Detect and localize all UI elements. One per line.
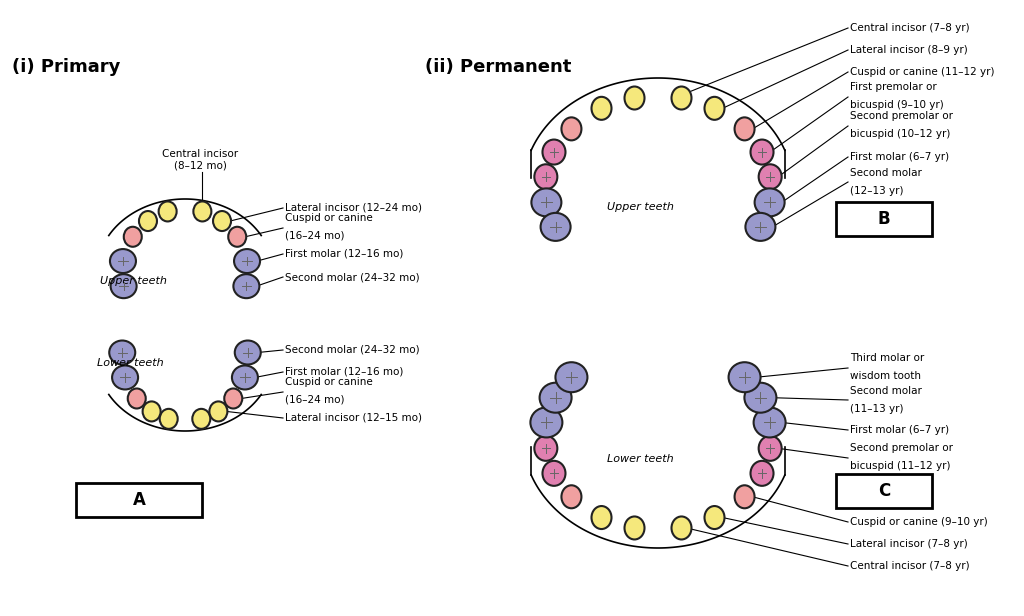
Text: Second molar: Second molar — [850, 168, 922, 178]
Ellipse shape — [540, 383, 571, 413]
Text: Lateral incisor (12–15 mo): Lateral incisor (12–15 mo) — [285, 413, 422, 423]
Ellipse shape — [728, 362, 761, 392]
Ellipse shape — [110, 341, 135, 365]
Text: Cuspid or canine (9–10 yr): Cuspid or canine (9–10 yr) — [850, 517, 988, 527]
Text: wisdom tooth: wisdom tooth — [850, 371, 921, 381]
Ellipse shape — [744, 383, 776, 413]
Ellipse shape — [705, 97, 725, 120]
Text: Third molar or: Third molar or — [850, 353, 925, 363]
Ellipse shape — [555, 362, 588, 392]
Ellipse shape — [530, 407, 562, 437]
FancyBboxPatch shape — [76, 483, 202, 517]
Text: (8–12 mo): (8–12 mo) — [174, 161, 226, 171]
Ellipse shape — [561, 485, 582, 508]
Ellipse shape — [543, 461, 565, 486]
Ellipse shape — [759, 164, 781, 189]
Ellipse shape — [751, 140, 773, 164]
Text: Lower teeth: Lower teeth — [606, 454, 674, 464]
Ellipse shape — [543, 140, 565, 164]
Text: Cuspid or canine (11–12 yr): Cuspid or canine (11–12 yr) — [850, 67, 994, 77]
Ellipse shape — [193, 409, 210, 429]
Text: bicuspid (9–10 yr): bicuspid (9–10 yr) — [850, 100, 944, 110]
Ellipse shape — [124, 227, 141, 247]
Ellipse shape — [234, 249, 260, 273]
Text: (16–24 mo): (16–24 mo) — [285, 395, 344, 405]
FancyBboxPatch shape — [836, 474, 932, 508]
Ellipse shape — [705, 506, 725, 529]
Ellipse shape — [112, 365, 138, 389]
Ellipse shape — [194, 201, 211, 221]
Ellipse shape — [625, 516, 644, 540]
Ellipse shape — [234, 341, 261, 365]
Ellipse shape — [228, 227, 246, 247]
Text: Lower teeth: Lower teeth — [96, 358, 163, 368]
Ellipse shape — [535, 436, 557, 461]
Text: Second molar (24–32 mo): Second molar (24–32 mo) — [285, 345, 420, 355]
Text: (ii) Permanent: (ii) Permanent — [425, 58, 571, 76]
Text: First molar (6–7 yr): First molar (6–7 yr) — [850, 152, 949, 162]
Text: Cuspid or canine: Cuspid or canine — [285, 377, 373, 387]
Text: First premolar or: First premolar or — [850, 82, 937, 92]
Ellipse shape — [751, 461, 773, 486]
Ellipse shape — [111, 274, 136, 298]
Text: Central incisor (7–8 yr): Central incisor (7–8 yr) — [850, 23, 970, 33]
Text: Lateral incisor (12–24 mo): Lateral incisor (12–24 mo) — [285, 203, 422, 213]
Text: Second molar (24–32 mo): Second molar (24–32 mo) — [285, 272, 420, 282]
Ellipse shape — [759, 436, 781, 461]
Ellipse shape — [213, 211, 231, 231]
Text: Upper teeth: Upper teeth — [99, 276, 167, 286]
Text: Second premolar or: Second premolar or — [850, 443, 953, 453]
Ellipse shape — [734, 118, 755, 140]
Text: Lateral incisor (7–8 yr): Lateral incisor (7–8 yr) — [850, 539, 968, 549]
Ellipse shape — [224, 389, 243, 408]
Text: (12–13 yr): (12–13 yr) — [850, 186, 903, 196]
Ellipse shape — [159, 201, 176, 221]
Ellipse shape — [625, 86, 644, 110]
Ellipse shape — [672, 516, 691, 540]
Ellipse shape — [541, 213, 570, 241]
FancyBboxPatch shape — [836, 202, 932, 236]
Ellipse shape — [110, 249, 136, 273]
Ellipse shape — [755, 188, 784, 216]
Text: Central incisor (7–8 yr): Central incisor (7–8 yr) — [850, 561, 970, 571]
Ellipse shape — [672, 86, 691, 110]
Ellipse shape — [561, 118, 582, 140]
Text: Second premolar or: Second premolar or — [850, 111, 953, 121]
Text: bicuspid (10–12 yr): bicuspid (10–12 yr) — [850, 129, 950, 139]
Text: (i) Primary: (i) Primary — [12, 58, 121, 76]
Text: Lateral incisor (8–9 yr): Lateral incisor (8–9 yr) — [850, 45, 968, 55]
Text: (11–13 yr): (11–13 yr) — [850, 404, 903, 414]
Text: A: A — [132, 491, 145, 509]
Text: Upper teeth: Upper teeth — [606, 202, 674, 212]
Text: B: B — [878, 210, 890, 228]
Ellipse shape — [535, 164, 557, 189]
Ellipse shape — [139, 211, 157, 231]
Text: First molar (12–16 mo): First molar (12–16 mo) — [285, 367, 403, 377]
Text: C: C — [878, 482, 890, 500]
Ellipse shape — [231, 365, 258, 389]
Ellipse shape — [745, 213, 775, 241]
Ellipse shape — [233, 274, 259, 298]
Text: Cuspid or canine: Cuspid or canine — [285, 213, 373, 223]
Ellipse shape — [592, 97, 611, 120]
Text: Second molar: Second molar — [850, 386, 922, 396]
Ellipse shape — [128, 389, 145, 408]
Text: Central incisor: Central incisor — [162, 149, 239, 159]
Text: First molar (12–16 mo): First molar (12–16 mo) — [285, 249, 403, 259]
Ellipse shape — [734, 485, 755, 508]
Ellipse shape — [531, 188, 561, 216]
Text: bicuspid (11–12 yr): bicuspid (11–12 yr) — [850, 461, 950, 471]
Ellipse shape — [142, 402, 161, 421]
Ellipse shape — [160, 409, 178, 429]
Text: First molar (6–7 yr): First molar (6–7 yr) — [850, 425, 949, 435]
Ellipse shape — [754, 407, 785, 437]
Ellipse shape — [209, 402, 227, 421]
Ellipse shape — [592, 506, 611, 529]
Text: (16–24 mo): (16–24 mo) — [285, 231, 344, 241]
